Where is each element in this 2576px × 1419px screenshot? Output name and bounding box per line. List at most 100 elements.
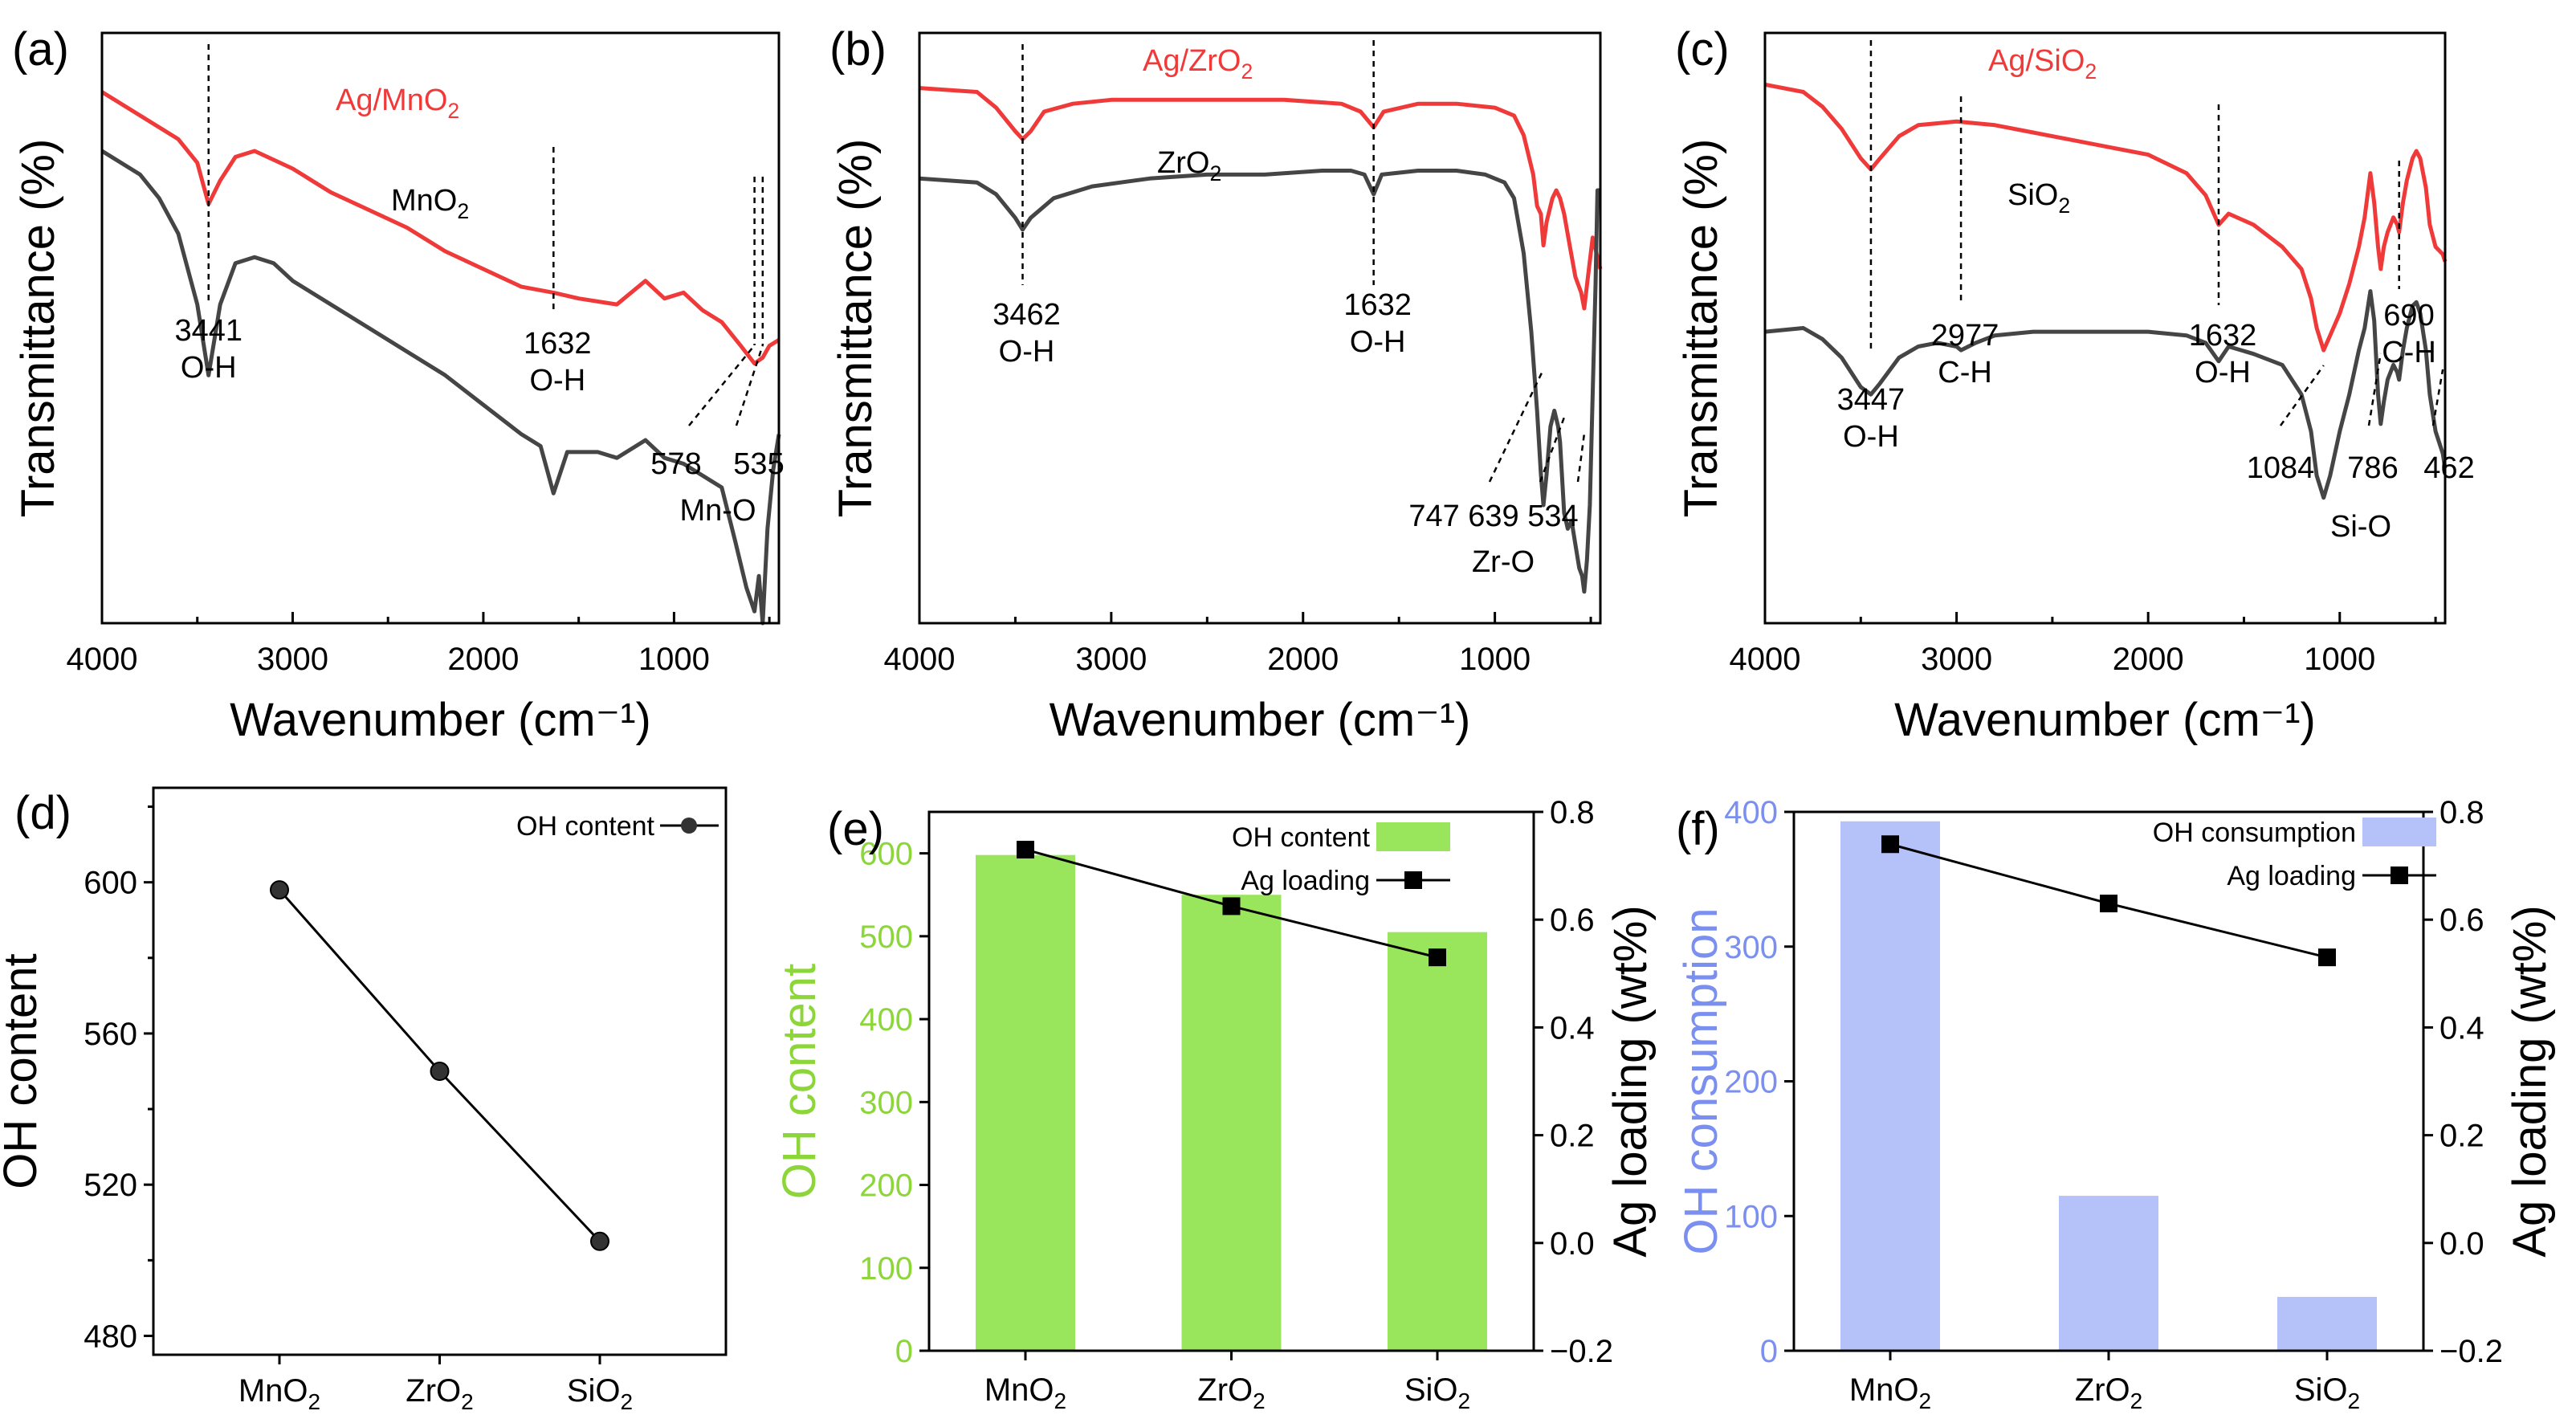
- y2-tick-label: 0.6: [1550, 903, 1595, 938]
- y-axis-title: Transmittance (%): [1675, 139, 1727, 518]
- peak-marker-line: [2279, 365, 2325, 426]
- peak-marker-line: [688, 345, 756, 426]
- legend-swatch: [2362, 818, 2436, 846]
- ag-loading-marker: [2100, 895, 2117, 913]
- peak-label: 747 639 534: [1408, 500, 1578, 533]
- y-axis-title: Transmittance (%): [829, 139, 882, 518]
- series-label-support: SiO2: [2007, 178, 2070, 218]
- x-tick-label: 1000: [2304, 642, 2375, 677]
- peak-label: 1632: [2189, 319, 2257, 353]
- bond-label: O-H: [2195, 356, 2251, 389]
- y-tick-label: 520: [84, 1168, 137, 1203]
- x-tick-label: 4000: [884, 642, 956, 677]
- series-label-ag: Ag/ZrO2: [1143, 44, 1253, 84]
- ftir-panel-c: 4000 3000 2000 1000 Wavenumber (cm⁻¹) Transmi…: [1675, 23, 2475, 746]
- data-point: [270, 880, 289, 900]
- x-category-label: MnO2: [1849, 1372, 1931, 1413]
- legend-marker: [681, 818, 697, 834]
- legend-marker: [2391, 866, 2408, 884]
- series-label-ag: Ag/SiO2: [1988, 44, 2097, 84]
- peak-label: 3462: [992, 298, 1061, 332]
- x-category-label: SiO2: [2294, 1372, 2360, 1413]
- bond-label: C-H: [2382, 336, 2436, 369]
- peak-label: 1632: [524, 327, 592, 361]
- bond-label: O-H: [529, 364, 585, 398]
- ftir-panel-b: 4000 3000 2000 1000 Wavenumber (cm⁻¹) Transmi…: [829, 23, 1603, 746]
- y2-tick-label: −0.2: [2439, 1334, 2503, 1369]
- data-point: [430, 1062, 450, 1081]
- spectrum-line-support: [919, 169, 1600, 594]
- x-tick-label: 4000: [67, 642, 138, 677]
- panel-letter: (a): [12, 23, 69, 75]
- y2-tick-label: 0.0: [1550, 1226, 1595, 1262]
- x-tick-label: 2000: [2113, 642, 2184, 677]
- x-category-label: SiO2: [1404, 1372, 1470, 1413]
- y-tick-label: 300: [1724, 930, 1778, 965]
- y-tick-label: 100: [1724, 1199, 1778, 1234]
- bar: [1181, 895, 1282, 1351]
- y-tick-label: 100: [859, 1251, 913, 1286]
- peak-label: 690: [2383, 299, 2434, 332]
- x-tick-label: 3000: [1921, 642, 1992, 677]
- x-category-label: ZrO2: [2075, 1372, 2142, 1413]
- x-category-label: MnO2: [984, 1372, 1066, 1413]
- data-point: [590, 1231, 609, 1251]
- panel-letter: (b): [829, 23, 887, 75]
- bond-label: O-H: [1843, 420, 1899, 454]
- peak-label: Mn-O: [680, 494, 756, 528]
- ag-loading-marker: [2318, 948, 2336, 967]
- x-category-label: MnO2: [238, 1373, 320, 1414]
- y-tick-label: 0: [1760, 1334, 1778, 1369]
- ag-loading-marker: [1017, 840, 1034, 858]
- peak-marker-line: [1488, 369, 1545, 483]
- x-tick-label: 1000: [638, 642, 710, 677]
- y2-tick-label: 0.4: [2439, 1010, 2484, 1046]
- y2-tick-label: 0.8: [1550, 795, 1595, 830]
- bar: [1840, 821, 1940, 1351]
- y-axis-title: OH consumption: [1675, 908, 1727, 1255]
- legend-label: Ag loading: [2227, 861, 2356, 891]
- x-axis-title: Wavenumber (cm⁻¹): [230, 694, 651, 746]
- bond-label: C-H: [1938, 356, 1992, 389]
- y2-tick-label: 0.6: [2439, 903, 2484, 938]
- y-tick-label: 200: [1724, 1065, 1778, 1100]
- panel-letter: (e): [827, 803, 884, 855]
- panel-letter: (c): [1675, 23, 1730, 75]
- bar: [2277, 1296, 2377, 1351]
- y-tick-label: 300: [859, 1085, 913, 1120]
- legend-label: OH consumption: [2153, 818, 2356, 848]
- y2-tick-label: 0.8: [2439, 795, 2484, 830]
- y-tick-label: 600: [84, 866, 137, 901]
- peak-label: Zr-O: [1472, 545, 1535, 579]
- bar: [2059, 1196, 2158, 1351]
- panel-letter: (f): [1676, 803, 1720, 855]
- bar: [976, 854, 1075, 1351]
- ag-loading-marker: [1429, 948, 1446, 967]
- y2-axis-title: Ag loading (wt%): [1604, 905, 1657, 1257]
- plot-frame: [1763, 31, 2447, 625]
- spectrum-line-ag-supported: [919, 86, 1603, 311]
- peak-label: 578: [650, 447, 701, 481]
- series-label-support: MnO2: [391, 184, 469, 223]
- x-axis-title: Wavenumber (cm⁻¹): [1050, 694, 1471, 746]
- x-category-label: ZrO2: [1197, 1372, 1265, 1413]
- bar: [1388, 932, 1487, 1351]
- peak-marker-line: [735, 345, 764, 426]
- y2-axis-title: Ag loading (wt%): [2504, 905, 2556, 1257]
- ag-loading-marker: [1881, 835, 1899, 854]
- x-category-label: SiO2: [567, 1373, 633, 1414]
- y-tick-label: 200: [859, 1168, 913, 1204]
- y-tick-label: 560: [84, 1017, 137, 1052]
- panel-d: 480 520 560 600 MnO2 ZrO2 SiO2 OH content (d) OH …: [0, 786, 728, 1414]
- peak-label: 1632: [1343, 288, 1412, 322]
- peak-label: 786: [2347, 451, 2398, 485]
- peak-label: 3447: [1837, 383, 1906, 417]
- peak-label: 1084: [2247, 451, 2315, 485]
- x-tick-label: 3000: [1075, 642, 1147, 677]
- x-category-label: ZrO2: [406, 1373, 473, 1414]
- spectrum-line-ag-supported: [1764, 82, 2448, 353]
- bond-label: O-H: [181, 351, 237, 385]
- plot-frame: [100, 31, 781, 625]
- ftir-panel-a: 4000 3000 2000 1000 Wavenumber (cm⁻¹) Transmi…: [12, 23, 785, 746]
